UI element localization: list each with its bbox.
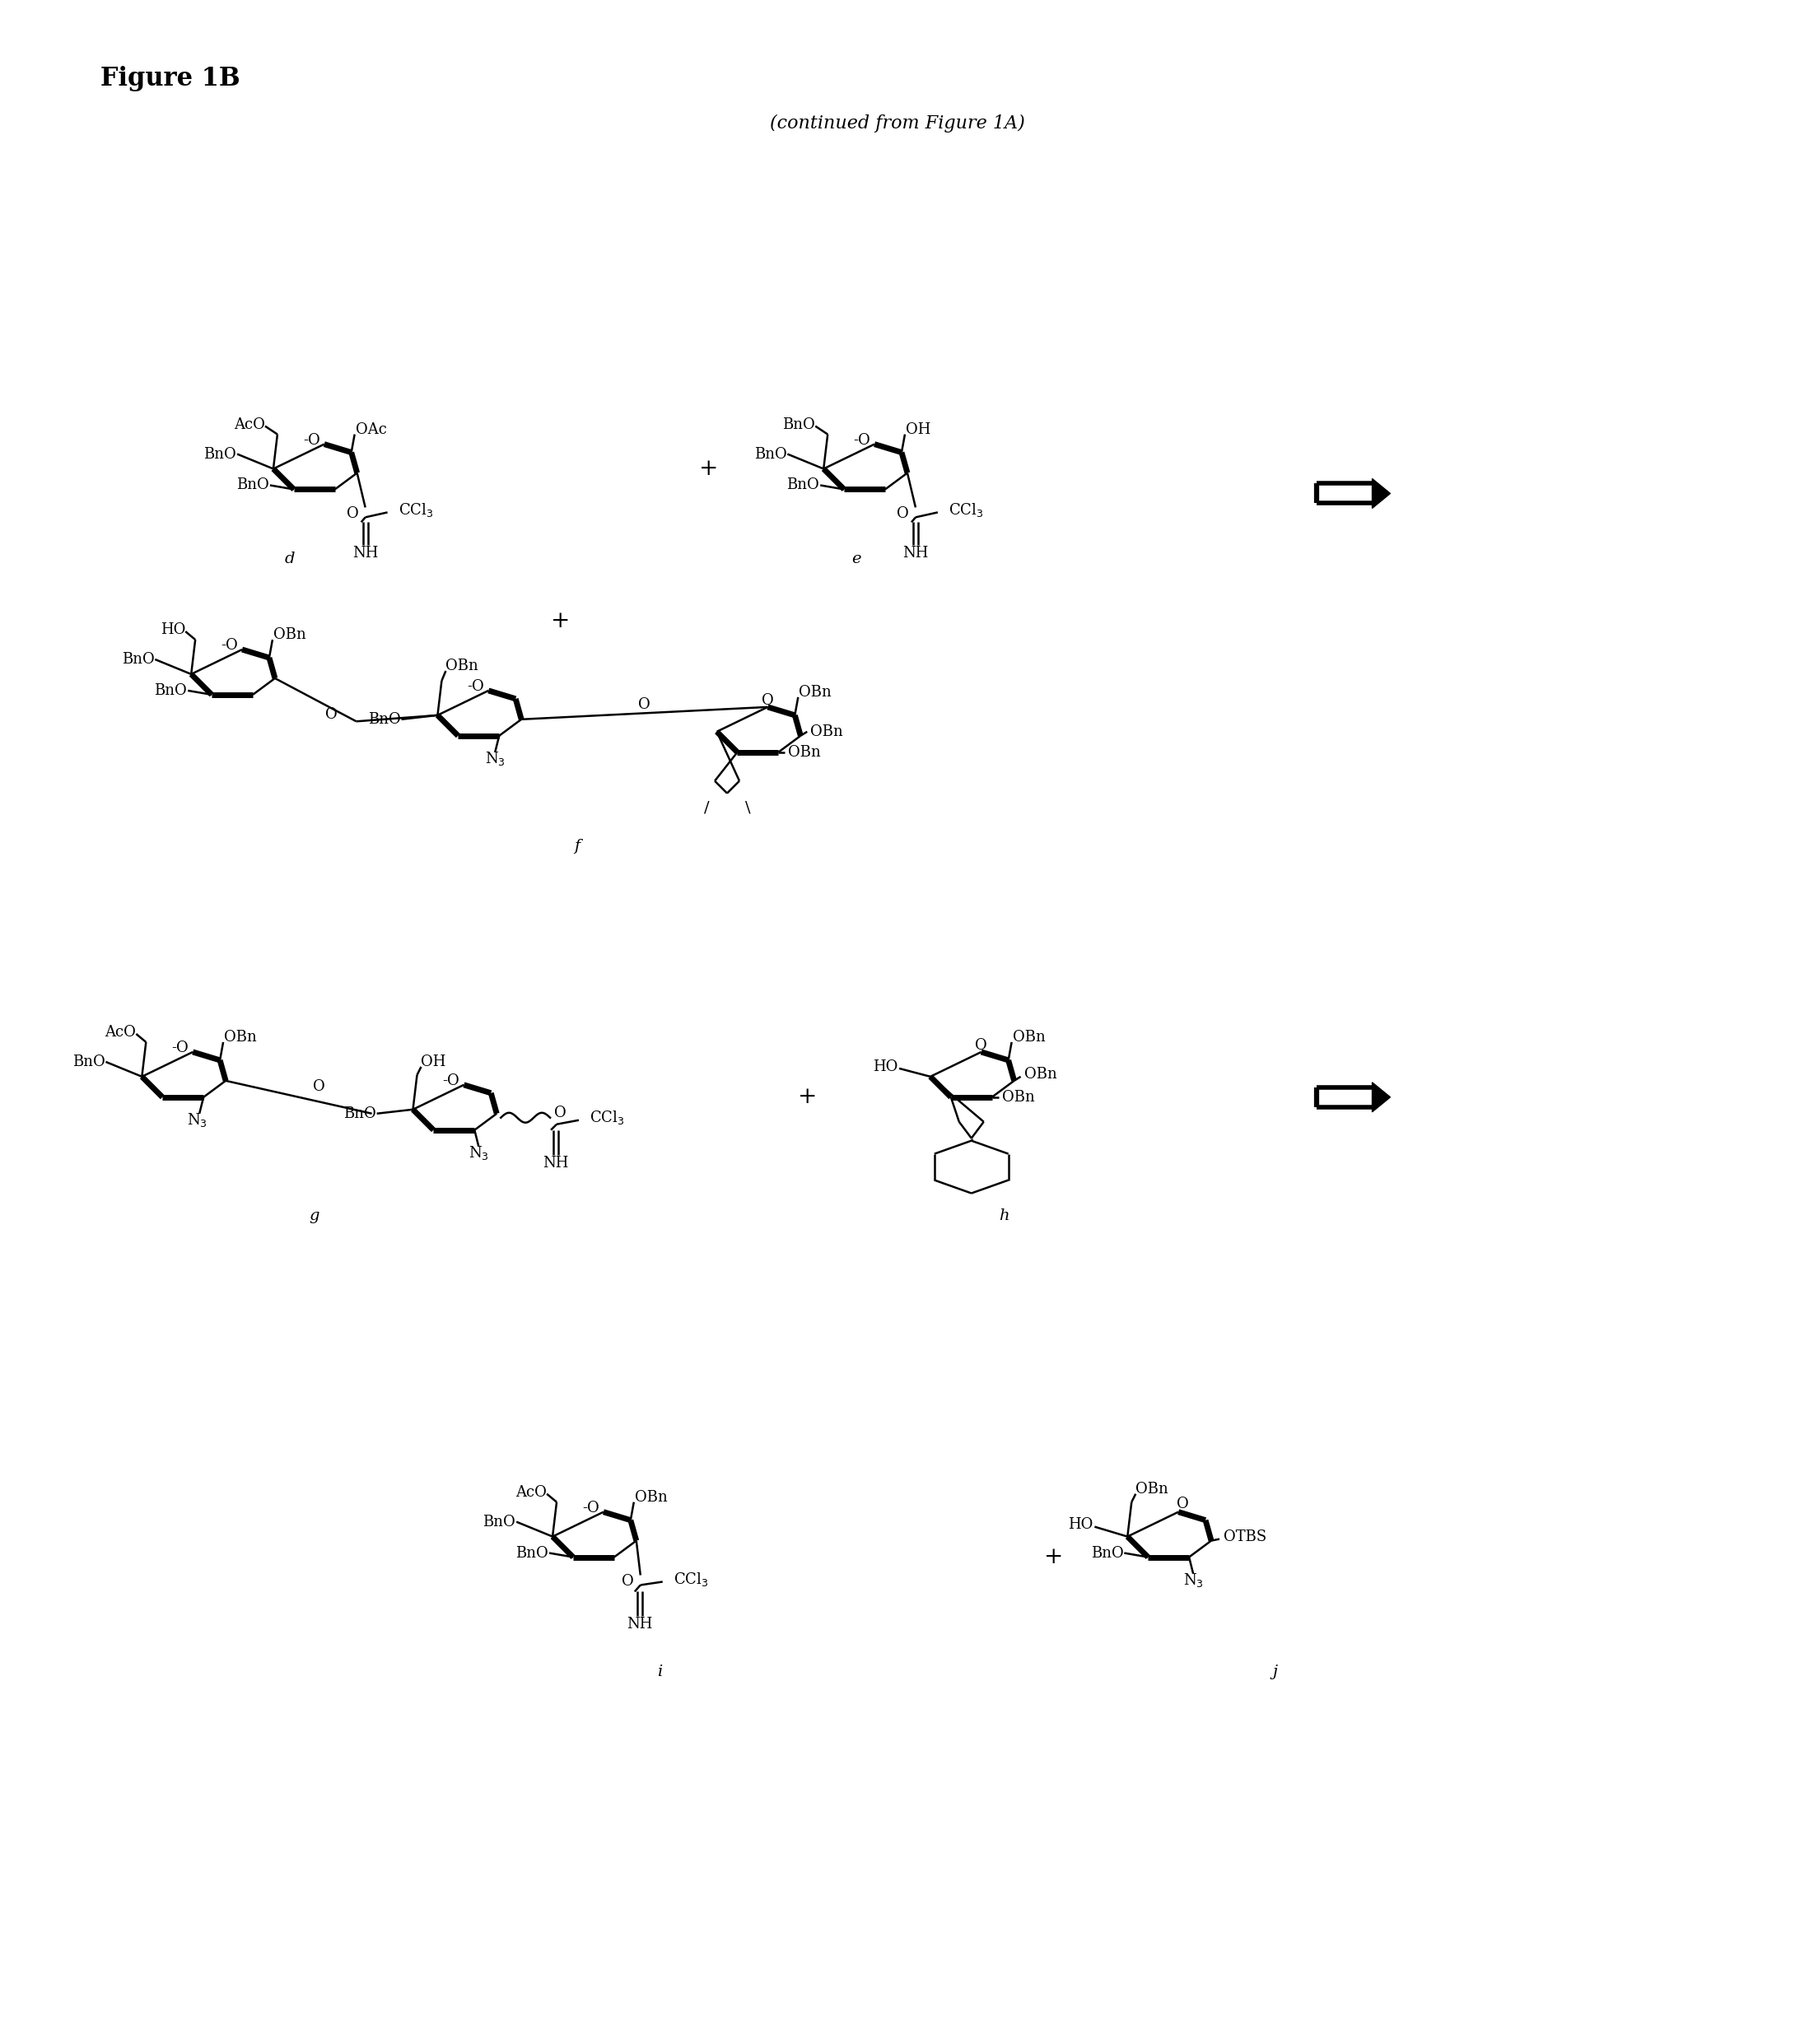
Text: +: + xyxy=(551,609,571,632)
Text: NH: NH xyxy=(626,1617,653,1631)
Text: O: O xyxy=(346,507,359,521)
Text: -O: -O xyxy=(172,1040,188,1055)
Text: BnO: BnO xyxy=(368,711,400,728)
Text: O: O xyxy=(898,507,908,521)
Text: BnO: BnO xyxy=(203,448,237,462)
Text: BnO: BnO xyxy=(343,1106,375,1120)
Text: BnO: BnO xyxy=(754,448,786,462)
Text: NH: NH xyxy=(542,1155,569,1171)
Text: (continued from Figure 1A): (continued from Figure 1A) xyxy=(770,114,1025,133)
Text: OBn: OBn xyxy=(273,628,305,642)
Text: OBn: OBn xyxy=(1023,1067,1057,1081)
Text: O: O xyxy=(1176,1496,1188,1511)
Text: CCl$_3$: CCl$_3$ xyxy=(398,501,433,519)
Text: N$_3$: N$_3$ xyxy=(1183,1572,1203,1588)
Text: OBn: OBn xyxy=(1002,1089,1034,1104)
Text: N$_3$: N$_3$ xyxy=(468,1145,488,1161)
Text: AcO: AcO xyxy=(233,417,266,431)
Text: O: O xyxy=(975,1038,987,1053)
Text: O: O xyxy=(325,707,337,722)
Text: -O: -O xyxy=(853,433,871,448)
Text: HO: HO xyxy=(872,1059,898,1075)
Text: BnO: BnO xyxy=(786,478,820,493)
Text: N$_3$: N$_3$ xyxy=(485,750,506,766)
Text: +: + xyxy=(797,1085,817,1108)
Text: BnO: BnO xyxy=(122,652,154,666)
Text: BnO: BnO xyxy=(483,1515,515,1529)
Text: -O: -O xyxy=(303,433,320,448)
Text: OBn: OBn xyxy=(788,744,820,760)
Text: i: i xyxy=(657,1664,662,1680)
Text: -O: -O xyxy=(443,1073,460,1087)
Text: CCl$_3$: CCl$_3$ xyxy=(589,1110,625,1126)
Text: OBn: OBn xyxy=(445,658,479,672)
Text: OBn: OBn xyxy=(811,724,844,740)
Text: OAc: OAc xyxy=(355,421,386,437)
Text: BnO: BnO xyxy=(154,683,187,697)
Text: BnO: BnO xyxy=(515,1545,549,1560)
Text: BnO: BnO xyxy=(72,1055,104,1069)
Text: g: g xyxy=(309,1208,320,1224)
Polygon shape xyxy=(1371,478,1391,509)
Text: CCl$_3$: CCl$_3$ xyxy=(673,1570,709,1588)
Text: BnO: BnO xyxy=(783,417,815,431)
Text: OBn: OBn xyxy=(1136,1482,1169,1496)
Text: OBn: OBn xyxy=(1012,1030,1045,1044)
Text: O: O xyxy=(639,697,650,713)
Text: N$_3$: N$_3$ xyxy=(187,1112,206,1128)
Text: CCl$_3$: CCl$_3$ xyxy=(948,501,984,519)
Text: -O: -O xyxy=(582,1500,600,1515)
Text: \: \ xyxy=(745,801,750,816)
Text: -O: -O xyxy=(221,638,239,652)
Text: OBn: OBn xyxy=(635,1490,668,1504)
Text: +: + xyxy=(1045,1545,1063,1568)
Text: +: + xyxy=(698,458,718,480)
Text: O: O xyxy=(314,1079,325,1094)
Text: OH: OH xyxy=(422,1055,447,1069)
Text: OH: OH xyxy=(906,421,932,437)
Text: d: d xyxy=(285,552,294,566)
Text: O: O xyxy=(555,1106,567,1120)
Text: Figure 1B: Figure 1B xyxy=(101,65,241,92)
Text: OBn: OBn xyxy=(224,1030,257,1044)
Text: j: j xyxy=(1273,1664,1278,1680)
Text: BnO: BnO xyxy=(237,478,269,493)
Text: NH: NH xyxy=(352,546,379,560)
Text: HO: HO xyxy=(160,621,185,638)
Text: /: / xyxy=(704,801,709,816)
Text: O: O xyxy=(621,1574,634,1588)
Text: NH: NH xyxy=(903,546,928,560)
Polygon shape xyxy=(1371,1083,1391,1112)
Text: OTBS: OTBS xyxy=(1224,1529,1267,1543)
Text: OBn: OBn xyxy=(799,685,831,699)
Text: h: h xyxy=(1000,1208,1009,1224)
Text: e: e xyxy=(851,552,862,566)
Text: HO: HO xyxy=(1068,1517,1093,1531)
Text: BnO: BnO xyxy=(1091,1545,1124,1560)
Text: O: O xyxy=(761,693,774,707)
Text: AcO: AcO xyxy=(104,1024,136,1040)
Text: -O: -O xyxy=(467,679,485,693)
Text: f: f xyxy=(574,840,580,854)
Text: AcO: AcO xyxy=(515,1484,547,1500)
